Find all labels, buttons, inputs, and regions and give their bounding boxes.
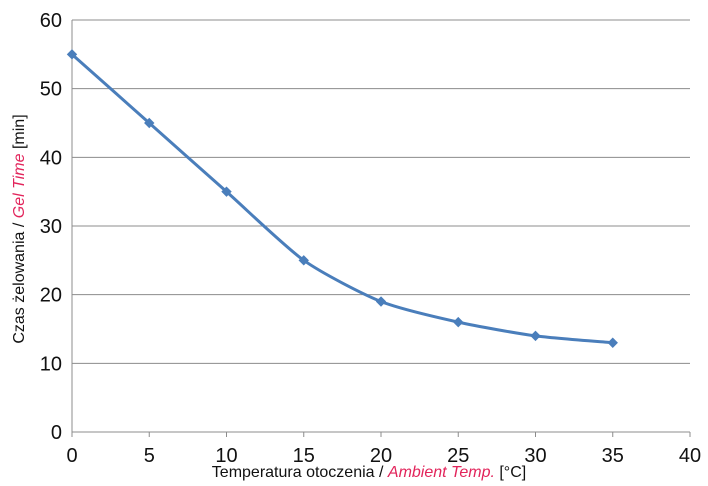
data-point-marker: [298, 255, 309, 266]
data-point-marker: [530, 330, 541, 342]
y-tick-label: 40: [40, 147, 62, 169]
x-tick-label: 5: [144, 445, 155, 467]
x-tick-label: 10: [215, 445, 237, 467]
x-axis-title-highlight: Ambient Temp.: [387, 464, 495, 481]
gel-time-series-line: [70, 52, 615, 345]
y-tick-label: 60: [40, 10, 62, 32]
y-axis-title-suffix: [min]: [11, 114, 28, 149]
data-point-marker: [221, 186, 232, 197]
x-tick-label: 15: [293, 445, 315, 467]
data-point-marker: [607, 337, 618, 348]
x-tick-label: 30: [524, 445, 546, 467]
data-point-marker: [144, 117, 155, 129]
y-tick-label: 10: [40, 353, 62, 375]
x-tick-label: 35: [602, 445, 624, 467]
x-axis-title: Temperatura otoczenia / Ambient Temp. [°…: [212, 464, 526, 481]
x-tick-label: 25: [447, 445, 469, 467]
data-point-marker: [375, 296, 387, 307]
y-tick-label: 30: [40, 216, 62, 238]
data-point-marker: [453, 316, 464, 328]
y-axis-title-prefix: Czas żelowania /: [11, 218, 28, 343]
x-axis-title-suffix: [°C]: [499, 464, 526, 481]
y-tick-label: 0: [51, 422, 62, 444]
data-point-marker: [66, 49, 78, 60]
y-tick-label: 50: [40, 79, 62, 101]
x-tick-label: 40: [679, 445, 701, 467]
x-axis-title-prefix: Temperatura otoczenia /: [212, 464, 388, 481]
x-tick-label: 20: [370, 445, 392, 467]
y-axis-title-highlight: Gel Time: [11, 153, 28, 218]
series-layer: [66, 49, 618, 348]
y-axis-title: Czas żelowania / Gel Time [min]: [11, 114, 28, 343]
axis-layer: [71, 20, 691, 437]
tick-layer: 0 5 10 15 20 25 30 35 40 0 10 20 30 40 50 60: [40, 10, 701, 467]
grid-layer: [72, 19, 690, 364]
y-tick-label: 20: [40, 285, 62, 307]
x-tick-label: 0: [66, 445, 77, 467]
